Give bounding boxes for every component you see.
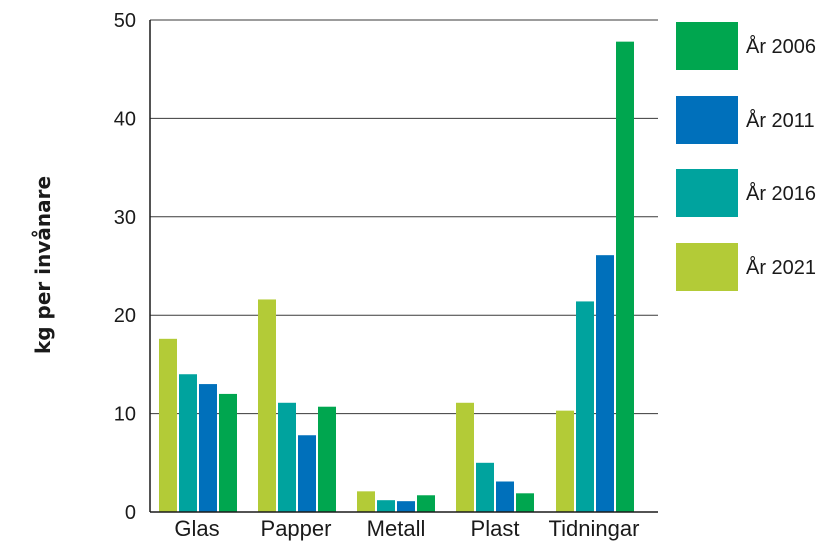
y-tick-label: 10	[114, 404, 136, 426]
bar-papper-år-2021	[258, 299, 276, 512]
legend-label: År 2021	[746, 256, 816, 279]
bar-glas-år-2006	[219, 393, 237, 512]
bar-plast-år-2011	[496, 481, 514, 512]
bar-papper-år-2006	[318, 406, 336, 512]
legend-label: År 2016	[746, 182, 816, 205]
y-axis-label: kg per invånare	[31, 176, 55, 354]
category-label-glas: Glas	[174, 516, 219, 541]
legend-label: År 2006	[746, 35, 816, 58]
bar-metall-år-2016	[377, 500, 395, 512]
category-label-papper: Papper	[261, 516, 332, 541]
bar-papper-år-2011	[298, 435, 316, 512]
category-labels: Glas Papper Metall Plast Tidningar	[174, 516, 639, 541]
bar-glas-år-2011	[199, 384, 217, 512]
bar-tidningar-år-2021	[556, 410, 574, 512]
category-label-plast: Plast	[471, 516, 520, 541]
bar-metall-år-2021	[357, 491, 375, 512]
category-label-metall: Metall	[367, 516, 426, 541]
legend-swatch	[676, 22, 738, 70]
bars	[159, 41, 634, 512]
bar-glas-år-2021	[159, 338, 177, 512]
bar-tidningar-år-2016	[576, 301, 594, 512]
bar-plast-år-2016	[476, 462, 494, 512]
bar-glas-år-2016	[179, 374, 197, 512]
bar-papper-år-2016	[278, 402, 296, 512]
axes	[149, 20, 658, 513]
y-tick-label: 0	[125, 502, 136, 524]
legend-label: År 2011	[746, 109, 815, 132]
y-tick-label: 30	[114, 207, 136, 229]
legend-swatch	[676, 243, 738, 291]
category-label-tidningar: Tidningar	[549, 516, 640, 541]
legend-swatch	[676, 96, 738, 144]
y-tick-label: 20	[114, 305, 136, 327]
bar-plast-år-2021	[456, 402, 474, 512]
bar-metall-år-2006	[417, 495, 435, 512]
bar-tidningar-år-2011	[596, 255, 614, 512]
legend: År 2006 År 2011 År 2016 År 2021	[676, 22, 816, 291]
bar-tidningar-år-2006	[616, 41, 634, 512]
y-tick-label: 40	[114, 108, 136, 130]
y-tick-label: 50	[114, 10, 136, 32]
legend-swatch	[676, 169, 738, 217]
y-tick-labels: 0 10 20 30 40 50	[114, 10, 136, 524]
bar-plast-år-2006	[516, 493, 534, 512]
bar-metall-år-2011	[397, 501, 415, 512]
